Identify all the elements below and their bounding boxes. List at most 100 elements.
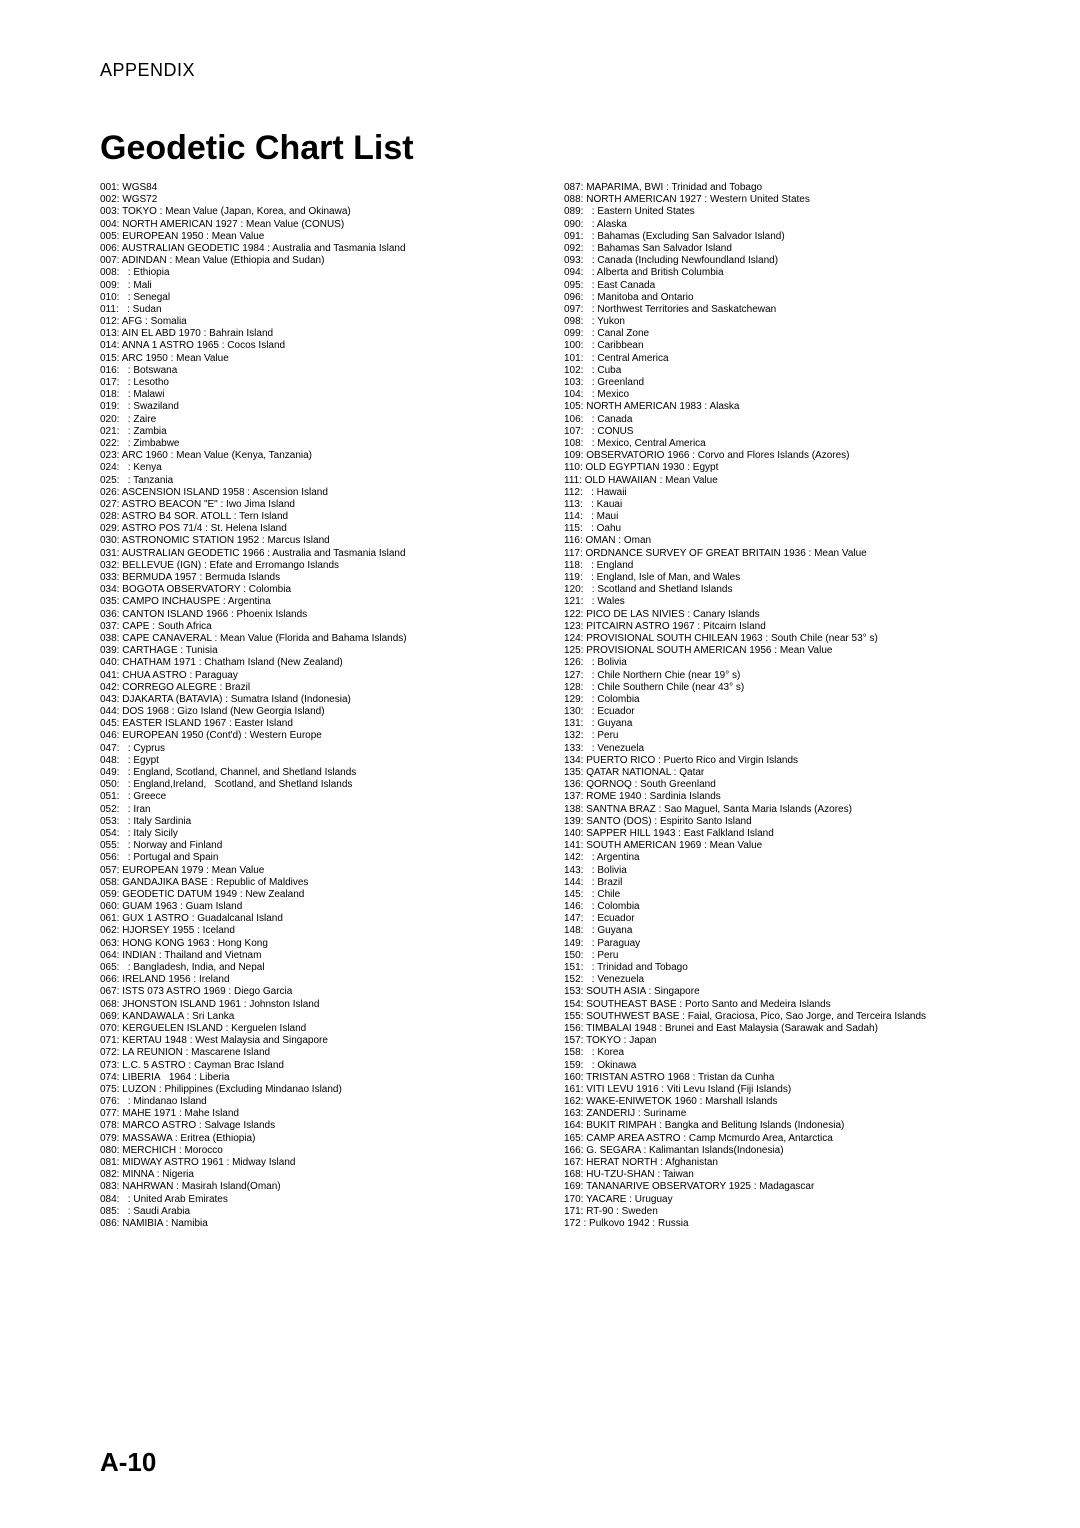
list-item: 075: LUZON : Philippines (Excluding Mind…	[100, 1084, 536, 1096]
left-column: 001: WGS84002: WGS72003: TOKYO : Mean Va…	[100, 182, 536, 1230]
item-label: : Manitoba and Ontario	[586, 292, 693, 303]
list-item: 172 : Pulkovo 1942 : Russia	[564, 1218, 1000, 1230]
list-item: 145: : Chile	[564, 889, 1000, 901]
item-code: 080:	[100, 1145, 119, 1156]
list-item: 042: CORREGO ALEGRE : Brazil	[100, 682, 536, 694]
item-code: 098:	[564, 316, 583, 327]
item-label: CAMPO INCHAUSPE : Argentina	[122, 596, 270, 607]
list-item: 105: NORTH AMERICAN 1983 : Alaska	[564, 401, 1000, 413]
item-code: 072:	[100, 1047, 119, 1058]
item-code: 140:	[564, 828, 583, 839]
list-item: 059: GEODETIC DATUM 1949 : New Zealand	[100, 889, 536, 901]
item-code: 127:	[564, 670, 583, 681]
list-item: 074: LIBERIA 1964 : Liberia	[100, 1072, 536, 1084]
item-code: 010:	[100, 292, 119, 303]
list-item: 110: OLD EGYPTIAN 1930 : Egypt	[564, 462, 1000, 474]
item-code: 021:	[100, 426, 119, 437]
item-code: 121:	[564, 596, 583, 607]
item-label: : Saudi Arabia	[122, 1206, 190, 1217]
list-item: 127: : Chile Northern Chie (near 19° s)	[564, 670, 1000, 682]
list-item: 155: SOUTHWEST BASE : Faial, Graciosa, P…	[564, 1011, 1000, 1023]
item-label: : Wales	[586, 596, 625, 607]
list-item: 167: HERAT NORTH : Afghanistan	[564, 1157, 1000, 1169]
item-label: L.C. 5 ASTRO : Cayman Brac Island	[122, 1060, 284, 1071]
item-code: 035:	[100, 596, 119, 607]
item-label: QORNOQ : South Greenland	[586, 779, 716, 790]
item-code: 160:	[564, 1072, 583, 1083]
list-item: 104: : Mexico	[564, 389, 1000, 401]
item-code: 141:	[564, 840, 583, 851]
item-label: QATAR NATIONAL : Qatar	[586, 767, 704, 778]
item-label: : Tanzania	[122, 475, 173, 486]
list-item: 146: : Colombia	[564, 901, 1000, 913]
item-code: 002:	[100, 194, 119, 205]
item-label: NORTH AMERICAN 1983 : Alaska	[586, 401, 739, 412]
item-code: 073:	[100, 1060, 119, 1071]
item-label: CHUA ASTRO : Paraguay	[122, 670, 238, 681]
item-label: : Hawaii	[586, 487, 627, 498]
list-item: 103: : Greenland	[564, 377, 1000, 389]
item-label: NAMIBIA : Namibia	[122, 1218, 208, 1229]
item-label: : Caribbean	[586, 340, 643, 351]
item-label: : Cyprus	[122, 743, 165, 754]
item-label: : Italy Sardinia	[122, 816, 191, 827]
item-code: 026:	[100, 487, 119, 498]
item-code: 005:	[100, 231, 119, 242]
item-label: OMAN : Oman	[586, 535, 652, 546]
item-label: PROVISIONAL SOUTH CHILEAN 1963 : South C…	[586, 633, 878, 644]
list-item: 136: QORNOQ : South Greenland	[564, 779, 1000, 791]
list-item: 040: CHATHAM 1971 : Chatham Island (New …	[100, 657, 536, 669]
item-code: 033:	[100, 572, 119, 583]
list-item: 056: : Portugal and Spain	[100, 852, 536, 864]
item-label: : England	[586, 560, 634, 571]
list-item: 116: OMAN : Oman	[564, 535, 1000, 547]
item-label: ORDNANCE SURVEY OF GREAT BRITAIN 1936 : …	[586, 548, 867, 559]
list-item: 130: : Ecuador	[564, 706, 1000, 718]
item-code: 162:	[564, 1096, 583, 1107]
item-label: CAMP AREA ASTRO : Camp Mcmurdo Area, Ant…	[586, 1133, 833, 1144]
item-label: AUSTRALIAN GEODETIC 1966 : Australia and…	[122, 548, 406, 559]
item-label: ARC 1950 : Mean Value	[122, 353, 229, 364]
list-item: 026: ASCENSION ISLAND 1958 : Ascension I…	[100, 487, 536, 499]
list-item: 080: MERCHICH : Morocco	[100, 1145, 536, 1157]
item-code: 013:	[100, 328, 119, 339]
item-code: 017:	[100, 377, 119, 388]
item-label: : Alberta and British Columbia	[586, 267, 723, 278]
item-label: TOKYO : Japan	[586, 1035, 656, 1046]
list-item: 149: : Paraguay	[564, 938, 1000, 950]
list-item: 118: : England	[564, 560, 1000, 572]
list-item: 030: ASTRONOMIC STATION 1952 : Marcus Is…	[100, 535, 536, 547]
item-label: KERTAU 1948 : West Malaysia and Singapor…	[122, 1035, 328, 1046]
columns-container: 001: WGS84002: WGS72003: TOKYO : Mean Va…	[100, 182, 1000, 1230]
item-code: 143:	[564, 865, 583, 876]
list-item: 143: : Bolivia	[564, 865, 1000, 877]
item-code: 076:	[100, 1096, 119, 1107]
item-code: 147:	[564, 913, 583, 924]
list-item: 024: : Kenya	[100, 462, 536, 474]
item-code: 060:	[100, 901, 119, 912]
item-code: 103:	[564, 377, 583, 388]
item-code: 030:	[100, 535, 119, 546]
item-code: 022:	[100, 438, 119, 449]
list-item: 141: SOUTH AMERICAN 1969 : Mean Value	[564, 840, 1000, 852]
item-label: ASCENSION ISLAND 1958 : Ascension Island	[122, 487, 328, 498]
item-code: 124:	[564, 633, 583, 644]
item-label: DJAKARTA (BATAVIA) : Sumatra Island (Ind…	[122, 694, 351, 705]
item-label: ISTS 073 ASTRO 1969 : Diego Garcia	[122, 986, 292, 997]
list-item: 020: : Zaire	[100, 414, 536, 426]
item-code: 115:	[564, 523, 583, 534]
list-item: 098: : Yukon	[564, 316, 1000, 328]
list-item: 150: : Peru	[564, 950, 1000, 962]
item-label: : Ecuador	[586, 706, 634, 717]
item-label: AIN EL ABD 1970 : Bahrain Island	[122, 328, 273, 339]
item-label: : Trinidad and Tobago	[586, 962, 688, 973]
item-code: 074:	[100, 1072, 119, 1083]
list-item: 166: G. SEGARA : Kalimantan Islands(Indo…	[564, 1145, 1000, 1157]
page-number: A-10	[100, 1447, 156, 1478]
item-label: ASTRONOMIC STATION 1952 : Marcus Island	[122, 535, 330, 546]
right-column: 087: MAPARIMA, BWI : Trinidad and Tobago…	[564, 182, 1000, 1230]
list-item: 010: : Senegal	[100, 292, 536, 304]
item-code: 100:	[564, 340, 583, 351]
item-label: : Kauai	[586, 499, 623, 510]
item-label: : Greece	[122, 791, 166, 802]
